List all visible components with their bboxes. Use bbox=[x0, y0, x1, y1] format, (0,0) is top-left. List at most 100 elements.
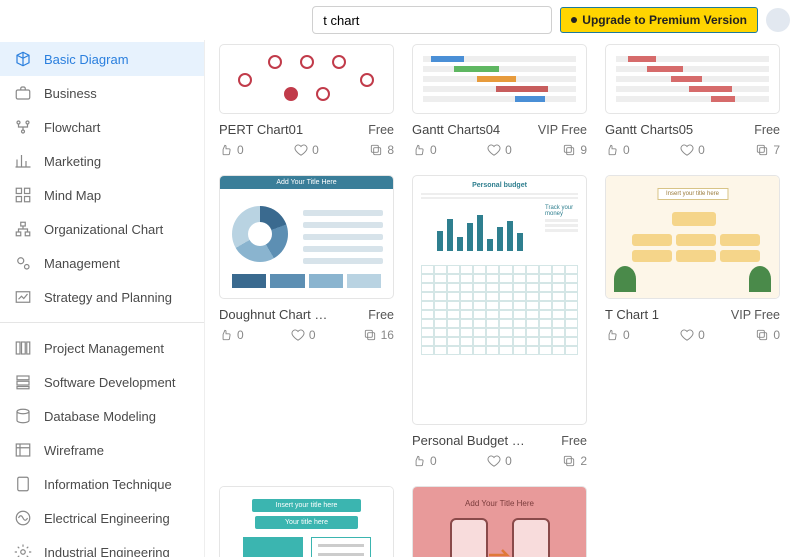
card-title-row: Gantt Charts04 VIP Free bbox=[412, 122, 587, 137]
sidebar-item-organizational-chart[interactable]: Organizational Chart bbox=[0, 212, 204, 246]
template-thumbnail[interactable]: Add Your Title Here bbox=[219, 175, 394, 299]
flow-icon bbox=[14, 118, 32, 136]
sidebar-item-basic-diagram[interactable]: Basic Diagram bbox=[0, 42, 204, 76]
heart-count[interactable]: 0 bbox=[680, 328, 705, 342]
template-title: Gantt Charts04 bbox=[412, 122, 500, 137]
cube-icon bbox=[14, 50, 32, 68]
sidebar-item-industrial-engineering[interactable]: Industrial Engineering bbox=[0, 535, 204, 557]
sidebar-item-label: Flowchart bbox=[44, 120, 100, 135]
sidebar-item-information-technique[interactable]: Information Technique bbox=[0, 467, 204, 501]
trend-icon bbox=[14, 288, 32, 306]
template-card[interactable]: Add Your Title HereT Chart 3VIP Free000 bbox=[412, 486, 587, 557]
sidebar-item-label: Basic Diagram bbox=[44, 52, 129, 67]
copy-count[interactable]: 2 bbox=[562, 454, 587, 468]
template-thumbnail[interactable] bbox=[605, 44, 780, 114]
sidebar-item-wireframe[interactable]: Wireframe bbox=[0, 433, 204, 467]
topbar: Upgrade to Premium Version bbox=[0, 0, 800, 40]
tree-icon bbox=[14, 220, 32, 238]
like-count[interactable]: 0 bbox=[219, 143, 244, 157]
card-title-row: Doughnut Chart and … Free bbox=[219, 307, 394, 322]
search-input[interactable] bbox=[312, 6, 552, 34]
sidebar-item-label: Strategy and Planning bbox=[44, 290, 172, 305]
sidebar: Basic Diagram Business Flowchart Marketing M… bbox=[0, 40, 205, 557]
sidebar-item-label: Management bbox=[44, 256, 120, 271]
heart-count[interactable]: 0 bbox=[680, 143, 705, 157]
copy-count[interactable]: 8 bbox=[369, 143, 394, 157]
card-stats: 0 0 9 bbox=[412, 143, 587, 157]
card-title-row: PERT Chart01 Free bbox=[219, 122, 394, 137]
like-count[interactable]: 0 bbox=[412, 454, 437, 468]
card-title-row: T Chart 1 VIP Free bbox=[605, 307, 780, 322]
copy-count[interactable]: 7 bbox=[755, 143, 780, 157]
card-stats: 0 0 16 bbox=[219, 328, 394, 342]
gear-icon bbox=[14, 543, 32, 557]
template-card[interactable]: Personal budgetTrack your money Personal … bbox=[412, 175, 587, 468]
bars-icon bbox=[14, 152, 32, 170]
sidebar-item-strategy-and-planning[interactable]: Strategy and Planning bbox=[0, 280, 204, 314]
template-thumbnail[interactable]: Add Your Title Here bbox=[412, 486, 587, 557]
like-count[interactable]: 0 bbox=[605, 328, 630, 342]
sidebar-item-management[interactable]: Management bbox=[0, 246, 204, 280]
copy-count[interactable]: 16 bbox=[363, 328, 394, 342]
template-card[interactable]: Insert your title hereYour title hereT C… bbox=[219, 486, 394, 557]
card-stats: 0 0 7 bbox=[605, 143, 780, 157]
sidebar-item-label: Electrical Engineering bbox=[44, 511, 170, 526]
sidebar-item-label: Software Development bbox=[44, 375, 176, 390]
template-thumbnail[interactable] bbox=[412, 44, 587, 114]
layout: Basic Diagram Business Flowchart Marketing M… bbox=[0, 40, 800, 557]
template-title: PERT Chart01 bbox=[219, 122, 303, 137]
template-card[interactable]: Gantt Charts05Free 0 0 7 bbox=[605, 44, 780, 157]
template-thumbnail[interactable]: Insert your title hereYour title here bbox=[219, 486, 394, 557]
avatar[interactable] bbox=[766, 8, 790, 32]
card-title-row: Gantt Charts05Free bbox=[605, 122, 780, 137]
template-title: Doughnut Chart and … bbox=[219, 307, 334, 322]
sidebar-item-label: Industrial Engineering bbox=[44, 545, 170, 557]
sidebar-item-mind-map[interactable]: Mind Map bbox=[0, 178, 204, 212]
sidebar-item-database-modeling[interactable]: Database Modeling bbox=[0, 399, 204, 433]
like-count[interactable]: 0 bbox=[605, 143, 630, 157]
upgrade-label: Upgrade to Premium Version bbox=[582, 13, 747, 27]
wire-icon bbox=[14, 441, 32, 459]
card-title-row: Personal Budget ChartFree bbox=[412, 433, 587, 448]
card-stats: 0 0 2 bbox=[412, 454, 587, 468]
sidebar-item-project-management[interactable]: Project Management bbox=[0, 331, 204, 365]
heart-count[interactable]: 0 bbox=[487, 143, 512, 157]
template-price: Free bbox=[561, 434, 587, 448]
sidebar-item-label: Marketing bbox=[44, 154, 101, 169]
upgrade-button[interactable]: Upgrade to Premium Version bbox=[560, 7, 758, 33]
template-card[interactable]: Gantt Charts04 VIP Free 0 0 9 bbox=[412, 44, 587, 157]
template-price: Free bbox=[368, 308, 394, 322]
template-card[interactable]: PERT Chart01 Free 0 0 8 bbox=[219, 44, 394, 157]
sidebar-item-label: Organizational Chart bbox=[44, 222, 163, 237]
template-price: VIP Free bbox=[731, 308, 780, 322]
template-card[interactable]: Add Your Title Here Doughnut Chart and … F… bbox=[219, 175, 394, 468]
wave-icon bbox=[14, 509, 32, 527]
template-card[interactable]: Insert your title here T Chart 1 VIP Free 0… bbox=[605, 175, 780, 468]
copy-count[interactable]: 0 bbox=[755, 328, 780, 342]
like-count[interactable]: 0 bbox=[219, 328, 244, 342]
template-price: Free bbox=[754, 123, 780, 137]
template-thumbnail[interactable] bbox=[219, 44, 394, 114]
template-price: VIP Free bbox=[538, 123, 587, 137]
sidebar-item-software-development[interactable]: Software Development bbox=[0, 365, 204, 399]
sidebar-item-label: Business bbox=[44, 86, 97, 101]
heart-count[interactable]: 0 bbox=[291, 328, 316, 342]
heart-count[interactable]: 0 bbox=[487, 454, 512, 468]
sidebar-item-label: Project Management bbox=[44, 341, 164, 356]
card-stats: 0 0 8 bbox=[219, 143, 394, 157]
sidebar-item-label: Mind Map bbox=[44, 188, 101, 203]
template-title: T Chart 1 bbox=[605, 307, 659, 322]
template-thumbnail[interactable]: Insert your title here bbox=[605, 175, 780, 299]
sidebar-item-flowchart[interactable]: Flowchart bbox=[0, 110, 204, 144]
briefcase-icon bbox=[14, 84, 32, 102]
copy-count[interactable]: 9 bbox=[562, 143, 587, 157]
template-thumbnail[interactable]: Personal budgetTrack your money bbox=[412, 175, 587, 425]
sidebar-item-electrical-engineering[interactable]: Electrical Engineering bbox=[0, 501, 204, 535]
sidebar-item-marketing[interactable]: Marketing bbox=[0, 144, 204, 178]
like-count[interactable]: 0 bbox=[412, 143, 437, 157]
sidebar-item-business[interactable]: Business bbox=[0, 76, 204, 110]
heart-count[interactable]: 0 bbox=[294, 143, 319, 157]
db-icon bbox=[14, 407, 32, 425]
template-price: Free bbox=[368, 123, 394, 137]
sidebar-item-label: Wireframe bbox=[44, 443, 104, 458]
